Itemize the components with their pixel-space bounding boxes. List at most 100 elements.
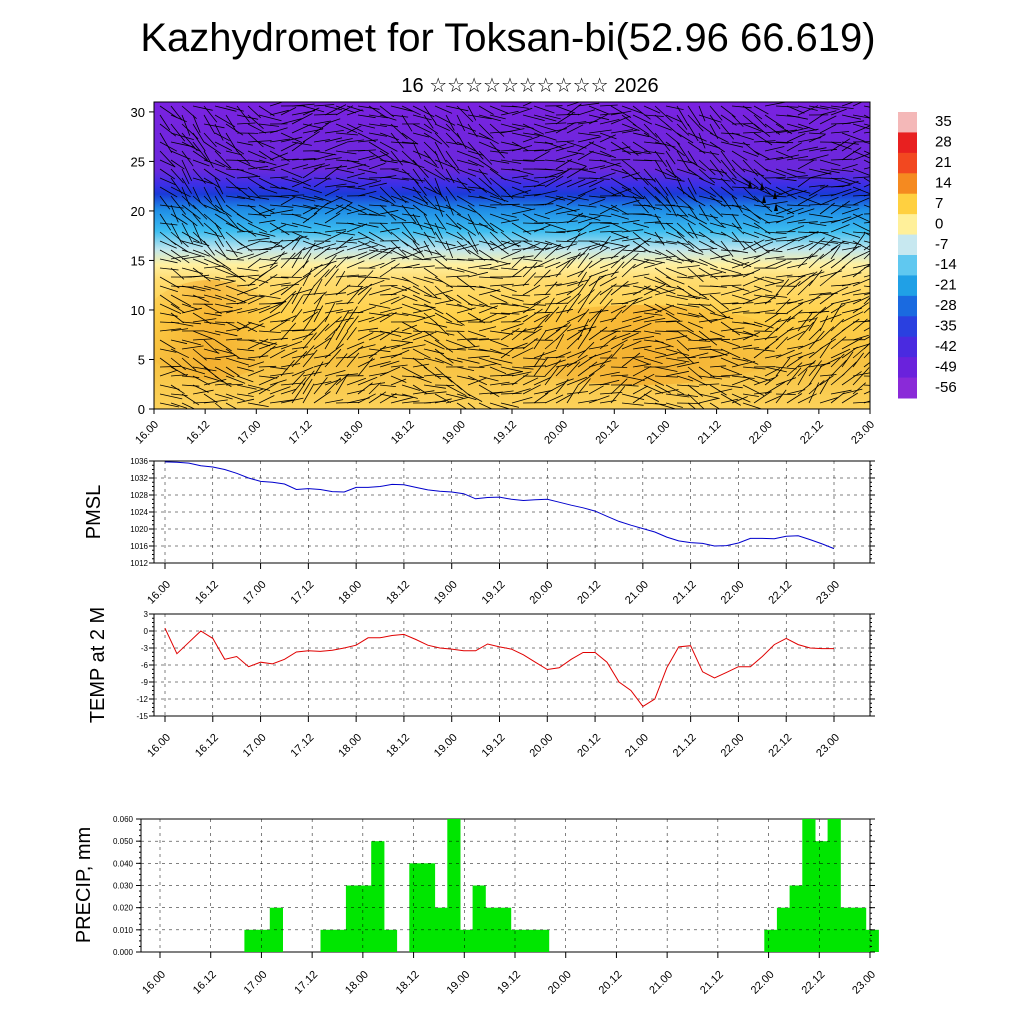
wind-barb: [313, 164, 331, 170]
wind-barb: [313, 361, 324, 377]
wind-barb: [467, 366, 485, 368]
x-tick-label: 20.00: [527, 579, 555, 607]
y-tick-label: -15: [136, 712, 148, 721]
wind-barb: [159, 150, 176, 168]
wind-barb: [214, 240, 226, 257]
wind-barb: [159, 348, 177, 353]
wind-barb: [863, 384, 870, 386]
wind-barb: [192, 105, 213, 111]
wind-barb: [698, 383, 720, 386]
wind-barb: [357, 222, 379, 228]
wind-barb: [720, 177, 734, 191]
wind-barb: [368, 332, 385, 341]
wind-barb: [159, 393, 183, 400]
wind-barb: [863, 390, 870, 395]
wind-barb: [258, 159, 277, 166]
wind-barb: [786, 324, 810, 332]
wind-barb: [731, 204, 752, 212]
wind-barb: [346, 208, 366, 215]
wind-barb: [500, 312, 520, 315]
wind-barb: [588, 257, 605, 269]
wind-barb: [500, 177, 522, 185]
wind-barb: [599, 317, 617, 323]
wind-barb: [654, 303, 675, 316]
wind-barb: [511, 294, 531, 297]
wind-barb: [346, 163, 367, 170]
wind-barb: [214, 310, 233, 314]
wind-barb: [566, 391, 589, 395]
wind-barb: [247, 231, 270, 238]
x-tick-label: 21.12: [698, 969, 726, 997]
wind-barb: [280, 158, 299, 161]
wind-barb: [434, 222, 443, 239]
wind-barb: [236, 195, 255, 201]
x-tick-label: 19.00: [432, 579, 460, 607]
wind-barb: [654, 168, 676, 178]
wind-barb: [203, 258, 227, 269]
wind-barb: [269, 366, 288, 370]
wind-barb: [522, 102, 534, 107]
wind-barb: [654, 402, 675, 409]
wind-barb: [489, 123, 505, 137]
wind-barb: [742, 231, 759, 238]
wind-barb: [511, 303, 529, 309]
wind-barb: [830, 286, 849, 296]
wind-barb: [819, 219, 841, 224]
wind-barb: [258, 231, 276, 237]
wind-barb: [423, 141, 438, 156]
wind-barb: [566, 283, 584, 296]
wind-barb: [819, 292, 836, 305]
wind-barb: [544, 114, 561, 120]
wind-barb: [478, 150, 493, 165]
wind-barb: [434, 299, 454, 305]
wind-barb: [731, 222, 745, 235]
wind-barb: [863, 204, 870, 208]
wind-barb: [852, 114, 870, 119]
wind-barb: [225, 366, 240, 377]
wind-barb: [775, 366, 797, 370]
wind-barb: [852, 176, 870, 179]
wind-barb: [324, 230, 347, 242]
wind-barb: [599, 162, 621, 170]
wind-barb: [181, 375, 200, 378]
wind-barb: [445, 204, 461, 216]
wind-barb: [335, 256, 355, 260]
wind-barb: [577, 399, 597, 404]
wind-barb: [335, 330, 349, 350]
wind-barb: [247, 177, 266, 189]
wind-barb: [258, 294, 281, 299]
wind-barb: [676, 240, 698, 254]
x-tick-label: 17.00: [242, 969, 270, 997]
wind-barb: [632, 231, 650, 247]
wind-barb: [423, 330, 440, 342]
wind-barb: [687, 346, 712, 350]
wind-barb: [753, 248, 776, 260]
precip-bar: [776, 907, 791, 952]
wind-barb: [665, 357, 690, 363]
wind-barb: [203, 276, 221, 281]
wind-barb: [797, 271, 818, 287]
wind-barb: [654, 123, 672, 131]
x-tick-label: 20.00: [527, 732, 555, 760]
wind-barb: [434, 177, 443, 197]
wind-barb: [478, 267, 499, 270]
wind-barb: [709, 213, 724, 227]
wind-barb: [720, 258, 744, 267]
wind-barb: [863, 213, 870, 215]
wind-barb: [731, 195, 743, 213]
wind-barb: [764, 114, 785, 129]
wind-barb: [203, 159, 225, 168]
wind-barb: [412, 222, 434, 230]
wind-barb: [533, 190, 558, 197]
wind-barb: [709, 222, 726, 228]
wind-barb: [357, 105, 380, 110]
wind-barb: [159, 123, 177, 137]
wind-barb: [379, 296, 400, 305]
wind-barb: [478, 375, 499, 382]
wind-barb: [577, 150, 594, 161]
wind-barb: [313, 195, 332, 203]
wind-barb: [665, 123, 682, 138]
wind-barb: [412, 195, 429, 204]
wind-barb: [346, 186, 366, 190]
